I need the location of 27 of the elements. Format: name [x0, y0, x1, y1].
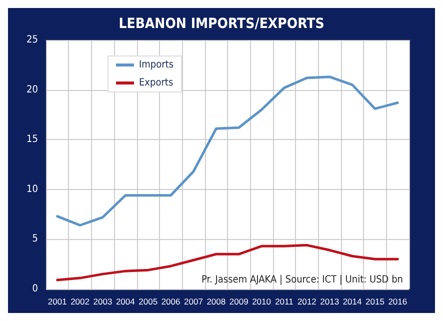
x-tick-label: 2004: [116, 296, 136, 306]
y-tick-label: 25: [26, 34, 38, 46]
x-tick-label: 2013: [320, 296, 340, 306]
y-tick-label: 15: [26, 134, 38, 146]
y-tick-label: 10: [26, 184, 38, 195]
x-tick-label: 2003: [93, 296, 112, 306]
x-tick-label: 2008: [206, 296, 226, 306]
x-tick-label: 2006: [161, 296, 180, 306]
y-tick-label: 5: [32, 234, 38, 245]
y-tick-label: 20: [26, 84, 38, 96]
legend-label: Imports: [139, 60, 174, 70]
x-tick-label: 2010: [252, 296, 272, 306]
chart-title: LEBANON IMPORTS/EXPORTS: [118, 16, 324, 32]
x-tick-label: 2001: [48, 296, 68, 306]
x-tick-label: 2007: [184, 296, 204, 306]
line-series: [56, 76, 399, 227]
x-tick-label: 2016: [388, 296, 408, 306]
x-tick-label: 2002: [70, 296, 90, 306]
x-tick-label: 2015: [366, 296, 385, 306]
x-tick-label: 2014: [342, 296, 362, 306]
annotation: Pr. Jassem AJAKA | Source: ICT | Unit: USD bn: [202, 274, 403, 286]
y-tick-label: 0: [32, 284, 38, 294]
x-tick-label: 2009: [229, 296, 249, 306]
legend-label: Exports: [139, 78, 174, 88]
x-tick-label: 2012: [297, 296, 317, 306]
x-tick-label: 2011: [275, 296, 294, 306]
x-tick-label: 2005: [138, 296, 158, 306]
